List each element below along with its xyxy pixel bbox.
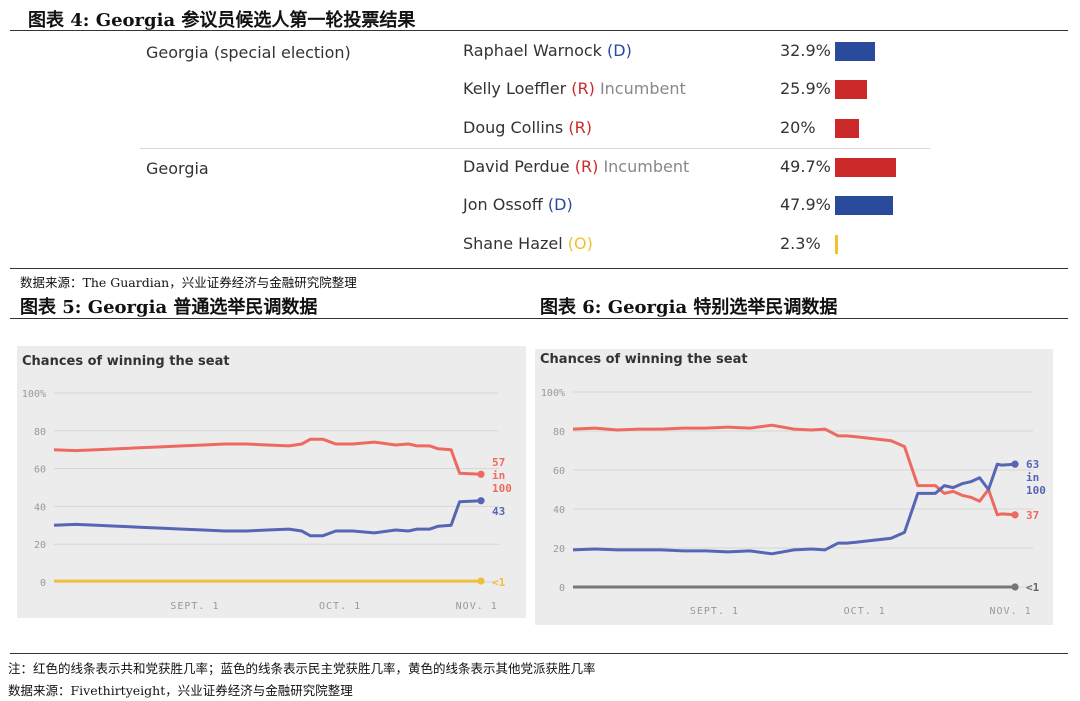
y-tick-label: 80 — [553, 427, 565, 438]
fig56-top-rule — [10, 318, 1068, 319]
party-tag: (D) — [607, 41, 632, 60]
series-line-R — [53, 437, 482, 476]
candidate-name: David Perdue — [463, 157, 570, 176]
candidate-name: Doug Collins — [463, 118, 564, 137]
party-tag: (D) — [547, 195, 573, 214]
fig4-vote-bar — [835, 42, 876, 61]
y-tick-label: 40 — [34, 502, 46, 513]
y-tick-label: 100% — [22, 389, 46, 400]
end-label-rep: in — [492, 469, 505, 482]
fig4-group-separator — [140, 148, 930, 149]
end-label-dem: 100 — [1026, 484, 1046, 497]
series-line-D — [572, 462, 1016, 556]
x-tick-label: OCT. 1 — [319, 601, 361, 612]
y-tick-label: 60 — [34, 465, 46, 476]
y-tick-label: 20 — [553, 544, 565, 555]
end-label-rep: 100 — [492, 482, 512, 495]
candidate-name: Raphael Warnock — [463, 41, 602, 60]
candidate-name: Jon Ossoff — [463, 195, 543, 214]
fig4-candidate: Raphael Warnock (D) — [463, 41, 632, 60]
series-end-dot-R — [477, 470, 485, 478]
series-end-dot-O — [477, 577, 485, 585]
y-tick-label: 40 — [553, 505, 565, 516]
series-line-R — [572, 423, 1016, 517]
series-end-dot-D — [477, 497, 485, 505]
fig4-vote-bar — [835, 235, 838, 254]
y-tick-label: 0 — [559, 583, 565, 594]
fig4-title: 图表 4: Georgia 参议员候选人第一轮投票结果 — [28, 10, 416, 31]
party-tag: (R) — [574, 157, 599, 176]
fig4-candidate: Doug Collins (R) — [463, 118, 592, 137]
incumbent-tag: Incumbent — [603, 157, 690, 176]
fig6-chart-panel: Chances of winning the seat 100% 80 60 40 20… — [535, 349, 1053, 625]
fig4-pct: 49.7% — [780, 157, 831, 176]
x-tick-label: SEPT. 1 — [170, 601, 219, 612]
footer-rule — [10, 653, 1068, 654]
footer-note: 注：红色的线条表示共和党获胜几率；蓝色的线条表示民主党获胜几率，黄色的线条表示其… — [8, 661, 596, 676]
fig4-state-label: Georgia — [146, 159, 209, 178]
y-tick-label: 20 — [34, 540, 46, 551]
party-tag: (R) — [571, 79, 595, 98]
fig4-vote-bar — [835, 80, 867, 99]
end-label-other: <1 — [492, 576, 506, 589]
fig4-vote-bar — [835, 158, 896, 177]
incumbent-tag: Incumbent — [599, 79, 686, 98]
fig4-pct: 47.9% — [780, 195, 831, 214]
x-tick-label: NOV. 1 — [456, 601, 498, 612]
fig4-state-label: Georgia (special election) — [146, 43, 351, 62]
fig6-chart-title: Chances of winning the seat — [540, 352, 748, 367]
fig4-pct: 20% — [780, 118, 816, 137]
x-tick-label: NOV. 1 — [990, 606, 1032, 617]
end-label-dem: in — [1026, 471, 1039, 484]
fig4-pct: 25.9% — [780, 79, 831, 98]
fig4-candidate: Kelly Loeffler (R) Incumbent — [463, 79, 686, 98]
fig4-top-rule — [10, 30, 1068, 31]
x-tick-label: OCT. 1 — [844, 606, 886, 617]
y-tick-label: 80 — [34, 427, 46, 438]
fig4-vote-bar — [835, 196, 894, 215]
fig4-bottom-rule — [10, 268, 1068, 269]
series-end-dot-O — [1011, 583, 1019, 591]
y-tick-label: 0 — [40, 578, 46, 589]
end-label-dem: 63 — [1026, 458, 1039, 471]
series-end-dot-D — [1011, 460, 1019, 468]
end-label-dem: 43 — [492, 505, 505, 518]
series-end-dot-R — [1011, 511, 1019, 519]
fig5-chart-title: Chances of winning the seat — [22, 354, 230, 369]
series-line-D — [53, 499, 482, 538]
end-label-other: <1 — [1026, 581, 1040, 594]
fig5-chart-panel: Chances of winning the seat 100% 80 60 40 20… — [17, 346, 526, 618]
x-tick-label: SEPT. 1 — [690, 606, 739, 617]
fig4-vote-bar — [835, 119, 860, 138]
fig4-pct: 2.3% — [780, 234, 821, 253]
fig4-candidate: Shane Hazel (O) — [463, 234, 593, 253]
fig4-pct: 32.9% — [780, 41, 831, 60]
party-tag: (O) — [567, 234, 593, 253]
fig4-candidate: Jon Ossoff (D) — [463, 195, 573, 214]
fig4-candidate: David Perdue (R) Incumbent — [463, 157, 689, 176]
y-tick-label: 100% — [541, 388, 565, 399]
fig6-title: 图表 6: Georgia 特别选举民调数据 — [540, 297, 838, 318]
candidate-name: Kelly Loeffler — [463, 79, 567, 98]
fig4-source: 数据来源：The Guardian，兴业证券经济与金融研究院整理 — [20, 275, 357, 290]
end-label-rep: 57 — [492, 456, 505, 469]
end-label-rep: 37 — [1026, 509, 1039, 522]
party-tag: (R) — [568, 118, 592, 137]
candidate-name: Shane Hazel — [463, 234, 563, 253]
fig5-title: 图表 5: Georgia 普通选举民调数据 — [20, 297, 318, 318]
footer-source: 数据来源：Fivethirtyeight，兴业证券经济与金融研究院整理 — [8, 683, 353, 698]
y-tick-label: 60 — [553, 466, 565, 477]
